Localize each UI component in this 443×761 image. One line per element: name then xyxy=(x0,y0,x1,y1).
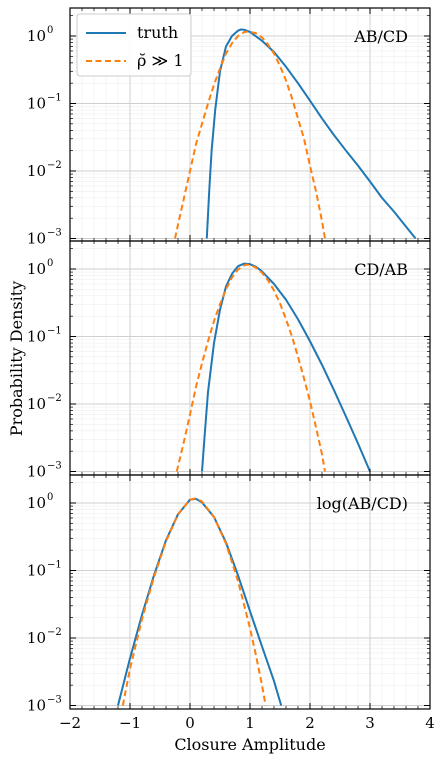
x-axis-label: Closure Amplitude xyxy=(174,735,325,754)
x-tick-label: −1 xyxy=(119,714,141,732)
y-tick-label: 10 xyxy=(27,27,46,45)
y-tick-label-exponent: −3 xyxy=(47,695,62,706)
legend-label: ρ̆ ≫ 1 xyxy=(137,51,184,70)
x-tick-label: 2 xyxy=(305,714,315,732)
panel-label: CD/AB xyxy=(354,260,408,279)
y-tick-label: 10 xyxy=(27,95,46,113)
series-group xyxy=(174,28,417,240)
y-tick-label-exponent: −1 xyxy=(47,326,62,337)
y-tick-label: 10 xyxy=(27,230,46,248)
series-line-approx xyxy=(121,497,267,706)
y-tick-label: 10 xyxy=(27,562,46,580)
x-tick-label: 1 xyxy=(245,714,255,732)
y-tick-label-exponent: −1 xyxy=(47,560,62,571)
legend: truth ρ̆ ≫ 1 xyxy=(76,13,192,77)
y-tick-label-exponent: −2 xyxy=(47,160,62,171)
y-axis-label: Probability Density xyxy=(7,281,26,436)
x-tick-label: 3 xyxy=(365,714,375,732)
x-tick-label: −2 xyxy=(59,714,81,732)
series-line-approx xyxy=(175,263,326,472)
y-tick-label-exponent: −2 xyxy=(47,393,62,404)
y-tick-label: 10 xyxy=(27,697,46,715)
panel-label: log(AB/CD) xyxy=(317,494,408,513)
y-tick-label-exponent: −3 xyxy=(47,228,62,239)
y-tick-label-exponent: 0 xyxy=(47,25,53,36)
y-tick-label-exponent: 0 xyxy=(47,258,53,269)
y-tick-label: 10 xyxy=(27,463,46,481)
series-line-approx xyxy=(174,30,326,239)
y-tick-label: 10 xyxy=(27,328,46,346)
y-tick-label: 10 xyxy=(27,395,46,413)
panel-label: AB/CD xyxy=(353,27,408,46)
y-tick-label-exponent: −2 xyxy=(47,627,62,638)
y-tick-label-exponent: −3 xyxy=(47,461,62,472)
y-tick-label: 10 xyxy=(27,494,46,512)
y-tick-label: 10 xyxy=(27,260,46,278)
series-group xyxy=(175,262,371,472)
series-group xyxy=(117,497,283,706)
x-tick-label: 4 xyxy=(425,714,435,732)
y-tick-label: 10 xyxy=(27,162,46,180)
legend-label: truth xyxy=(137,23,178,42)
y-tick-label-exponent: 0 xyxy=(47,492,53,503)
y-tick-label-exponent: −1 xyxy=(47,93,62,104)
x-tick-label: 0 xyxy=(185,714,195,732)
y-tick-label: 10 xyxy=(27,629,46,647)
